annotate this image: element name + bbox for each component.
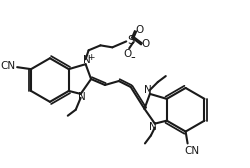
Text: -: - [130, 51, 135, 64]
Text: N: N [148, 122, 156, 132]
Text: CN: CN [1, 61, 16, 71]
Text: CN: CN [183, 146, 198, 156]
Text: +: + [86, 53, 94, 62]
Text: N: N [82, 55, 90, 65]
Text: O: O [140, 39, 148, 49]
Text: O: O [122, 49, 131, 59]
Text: N: N [144, 85, 151, 95]
Text: S: S [127, 34, 134, 47]
Text: O: O [134, 25, 143, 34]
Text: N: N [78, 92, 85, 102]
